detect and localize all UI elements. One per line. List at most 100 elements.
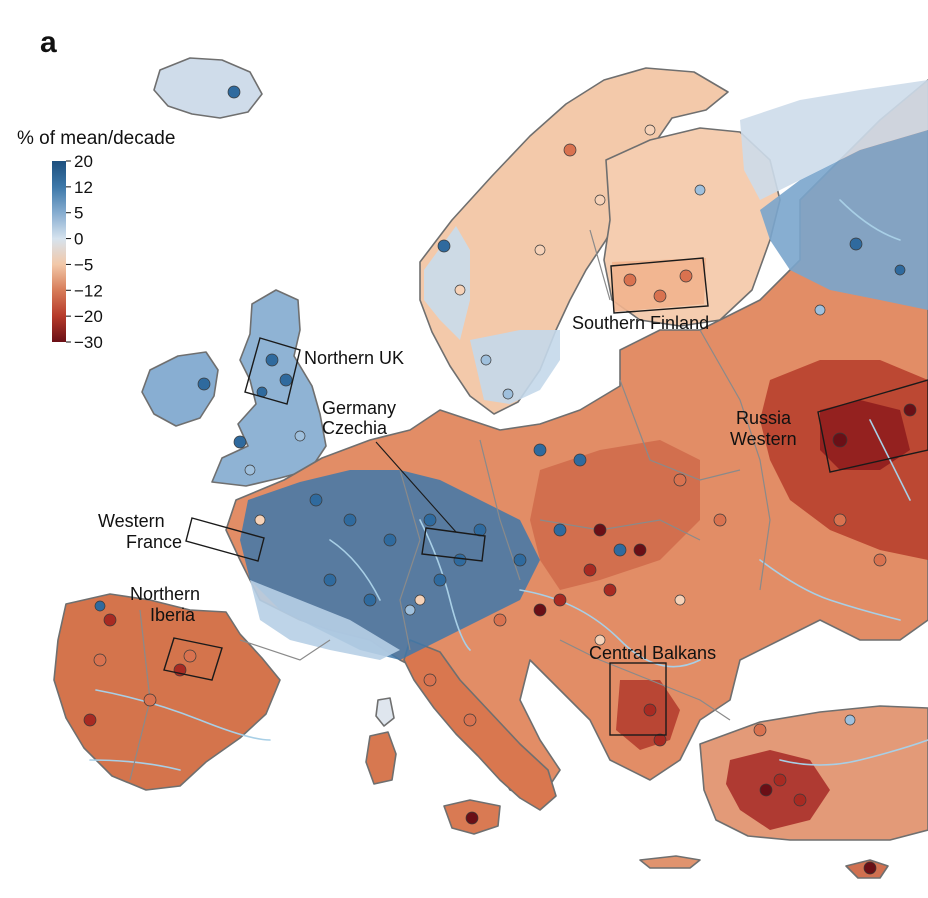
river [89,759,181,771]
country-border [399,469,421,651]
country-border [589,229,611,301]
station-marker [294,430,306,442]
region-label-iberia: Iberia [150,605,196,625]
station-marker [674,594,686,606]
station-marker [643,703,657,717]
station-marker [513,553,527,567]
station-marker [265,353,279,367]
legend-tick-label: −12 [74,281,103,300]
country-border [539,519,701,541]
station-marker [343,513,357,527]
legend-tick-label: −30 [74,333,103,352]
station-marker [594,194,606,206]
station-marker [453,553,467,567]
station-marker [404,604,416,616]
region-label-western-russia: Western [730,429,797,449]
region-label-central-balkans: Central Balkans [589,643,716,663]
station-marker [553,523,567,537]
station-marker [793,793,807,807]
legend-gradient-bar [52,161,66,342]
station-marker [694,184,706,196]
panel-letter: a [40,26,57,59]
station-marker [533,443,547,457]
station-marker [143,693,157,707]
region-label-russia: Russia [736,408,792,428]
station-marker [759,783,773,797]
iceland [153,57,263,119]
station-marker [454,284,466,296]
station-marker [254,514,266,526]
legend-tick-label: −5 [74,255,93,274]
station-marker [863,861,877,875]
station-marker [573,453,587,467]
station-marker [233,435,247,449]
station-marker [383,533,397,547]
country-border [479,439,521,581]
station-marker [414,594,426,606]
country-border [239,639,331,661]
station-marker [363,593,377,607]
station-marker [227,85,241,99]
light-wet-zone-russia-north [740,80,928,200]
trend-shading-layer [240,80,928,830]
station-marker [844,714,856,726]
station-marker [849,237,863,251]
ireland [141,351,219,427]
station-marker [903,403,917,417]
country-border [699,329,771,591]
station-marker [563,143,577,157]
country-border [559,639,731,721]
italy [403,639,557,811]
station-marker [197,377,211,391]
strong-dry-zone-anatolia [726,750,830,830]
station-marker [644,124,656,136]
dry-zone-eastern-europe [530,440,700,590]
sardinia [365,731,397,785]
river [759,559,901,621]
river [779,739,928,766]
station-marker [94,600,106,612]
light-wet-zone-france [250,580,400,660]
station-marker [323,573,337,587]
station-marker [894,264,906,276]
station-marker [633,543,647,557]
region-label-southern-finland: Southern Finland [572,313,709,333]
station-marker [832,432,848,448]
station-marker [593,523,607,537]
station-marker [103,613,117,627]
region-label-france: France [126,532,182,552]
region-leader-germany-czechia [375,441,457,533]
station-marker [309,493,323,507]
region-label-germany: Germany [322,398,396,418]
region-box-western-france [185,517,265,562]
legend-ticks: 20 12 5 0 −5 −12 −20 −30 [66,152,103,352]
river [869,419,911,501]
very-dry-core-russia [820,400,910,470]
region-box-russia-western [817,379,928,473]
station-markers [83,85,917,875]
legend-colorbar [52,161,66,342]
river [839,199,901,241]
region-box-northern-iberia [163,637,223,681]
station-marker [437,239,451,253]
region-annotations: Northern UK Germany Czechia Western Fran… [98,257,928,736]
river [419,519,471,651]
station-marker [673,473,687,487]
wet-zone-northwest-russia [760,130,928,310]
station-marker [423,513,437,527]
region-label-western: Western [98,511,165,531]
crete [639,855,701,869]
legend-tick-label: 5 [74,204,83,223]
station-marker [465,811,479,825]
station-marker [833,513,847,527]
station-marker [594,634,606,646]
station-marker [502,388,514,400]
region-box-germany-czechia [421,527,486,562]
station-marker [603,583,617,597]
station-marker [773,773,787,787]
legend-tick-label: 12 [74,178,93,197]
station-marker [244,464,256,476]
station-marker [623,273,637,287]
station-marker [493,613,507,627]
station-marker [279,373,293,387]
